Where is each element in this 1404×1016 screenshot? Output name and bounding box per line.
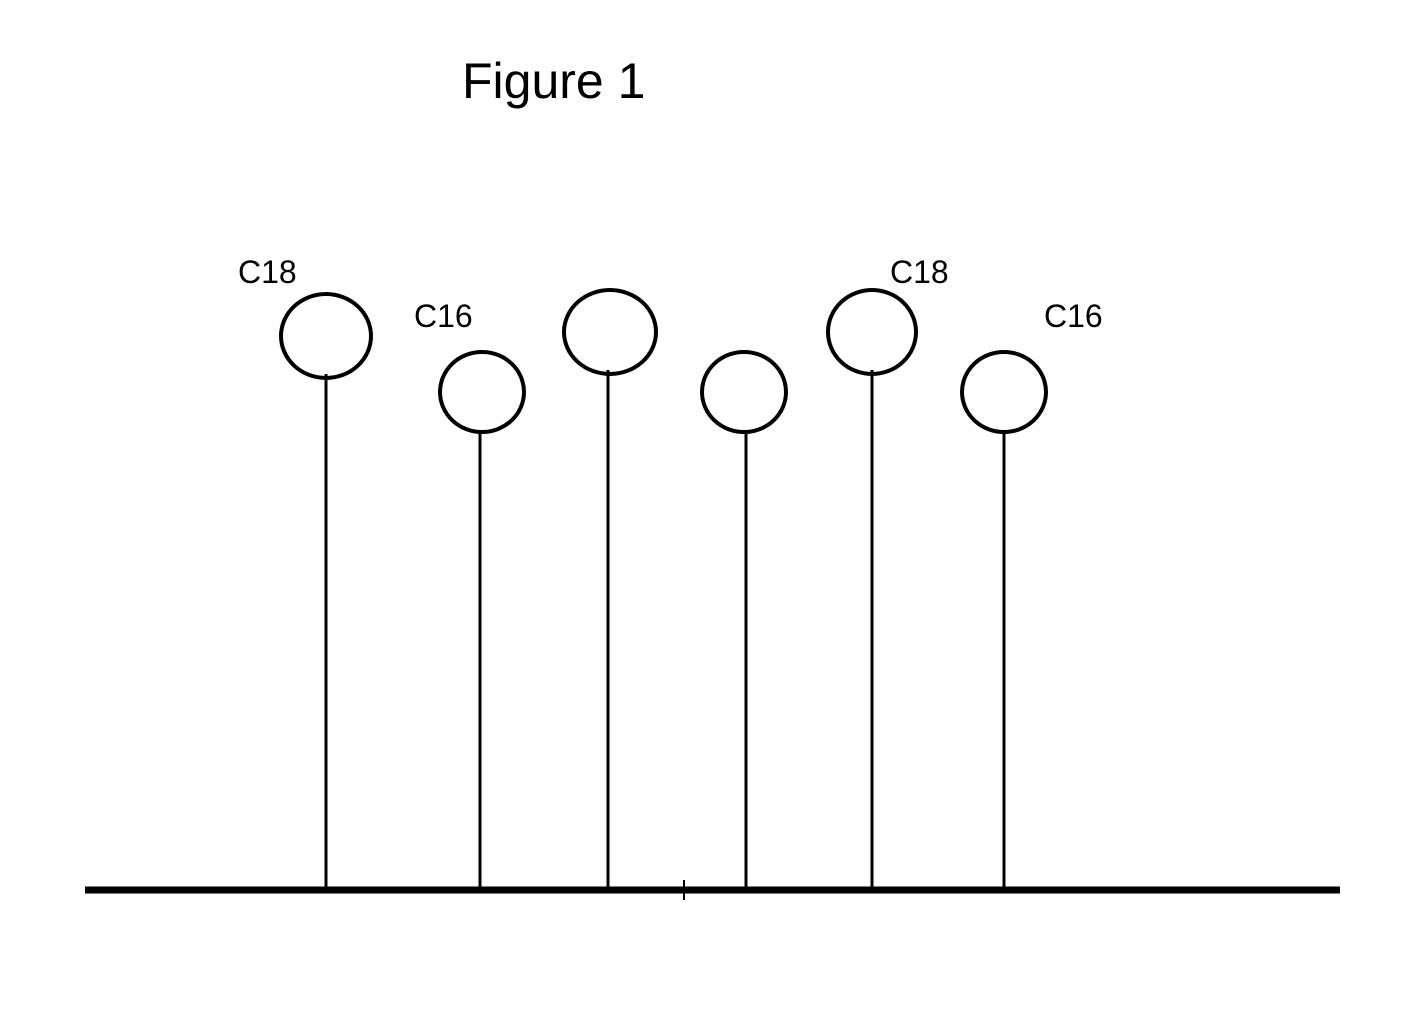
head-circle-0 bbox=[281, 294, 371, 378]
diagram-svg bbox=[0, 0, 1404, 1016]
stem-label-4: C18 bbox=[890, 254, 949, 291]
stem-label-1: C16 bbox=[414, 298, 473, 335]
head-circle-4 bbox=[828, 290, 916, 374]
stem-label-5: C16 bbox=[1044, 298, 1103, 335]
figure-canvas: Figure 1 C18C16C18C16 bbox=[0, 0, 1404, 1016]
head-circle-3 bbox=[702, 352, 786, 432]
head-circle-1 bbox=[440, 352, 524, 432]
head-circle-5 bbox=[962, 352, 1046, 432]
stem-label-0: C18 bbox=[238, 254, 297, 291]
head-circle-2 bbox=[564, 290, 656, 374]
